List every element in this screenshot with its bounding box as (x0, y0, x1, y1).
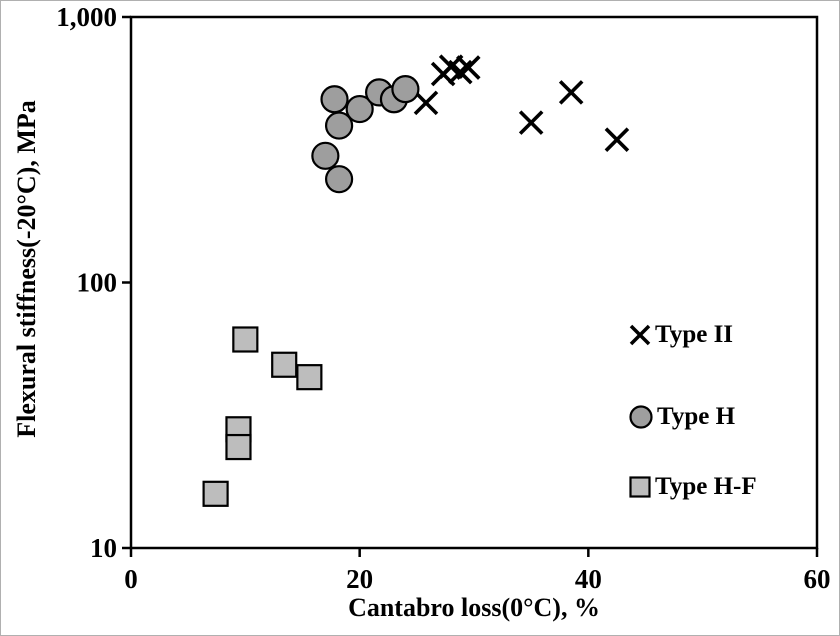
data-point-marker (413, 90, 439, 116)
data-point-marker (320, 85, 349, 114)
chart-legend: Type II Type H Type H-F (628, 321, 757, 501)
data-point-marker (271, 351, 298, 378)
y-axis-title: Flexural stiffness(-20°C), MPa (12, 100, 41, 438)
data-point-marker (324, 111, 354, 140)
legend-label-type-h: Type H (657, 403, 736, 430)
square-marker-shape (629, 476, 651, 498)
data-point-marker (345, 94, 374, 124)
data-point-marker (311, 141, 340, 170)
y-axis-tick-label: 10 (90, 533, 117, 563)
data-point-marker (225, 433, 252, 461)
data-point-marker (518, 110, 544, 135)
x-axis-tick-label: 40 (575, 564, 602, 594)
y-axis-tick-label: 100 (77, 268, 118, 298)
series-square (202, 326, 323, 507)
legend-item-type-h-f: Type H-F (628, 473, 757, 501)
data-point-marker (296, 364, 323, 391)
legend-label-type-ii: Type II (655, 321, 734, 348)
circle-marker-icon (629, 405, 653, 429)
data-point-marker (324, 165, 354, 194)
x-axis-tick-label: 20 (346, 564, 373, 594)
data-point-marker (456, 55, 481, 80)
circle-marker-shape (629, 405, 653, 429)
x-marker-stroke (629, 324, 651, 346)
data-point-marker (558, 80, 584, 105)
data-point-marker (202, 480, 229, 507)
series-circle (311, 75, 420, 194)
x-marker-icon (629, 324, 651, 346)
data-point-marker (232, 326, 259, 353)
y-axis-tick-label: 1,000 (56, 2, 117, 32)
legend-item-type-h: Type H (628, 403, 757, 431)
legend-item-type-ii: Type II (628, 321, 757, 349)
square-marker-icon (629, 476, 651, 498)
x-axis-tick-label: 0 (124, 564, 138, 594)
data-point-marker (391, 75, 420, 104)
data-point-marker (604, 127, 630, 152)
x-axis-title: Cantabro loss(0°C), % (348, 593, 600, 622)
legend-label-type-h-f: Type H-F (655, 473, 757, 500)
series-x (413, 54, 630, 152)
x-axis-tick-label: 60 (804, 564, 831, 594)
